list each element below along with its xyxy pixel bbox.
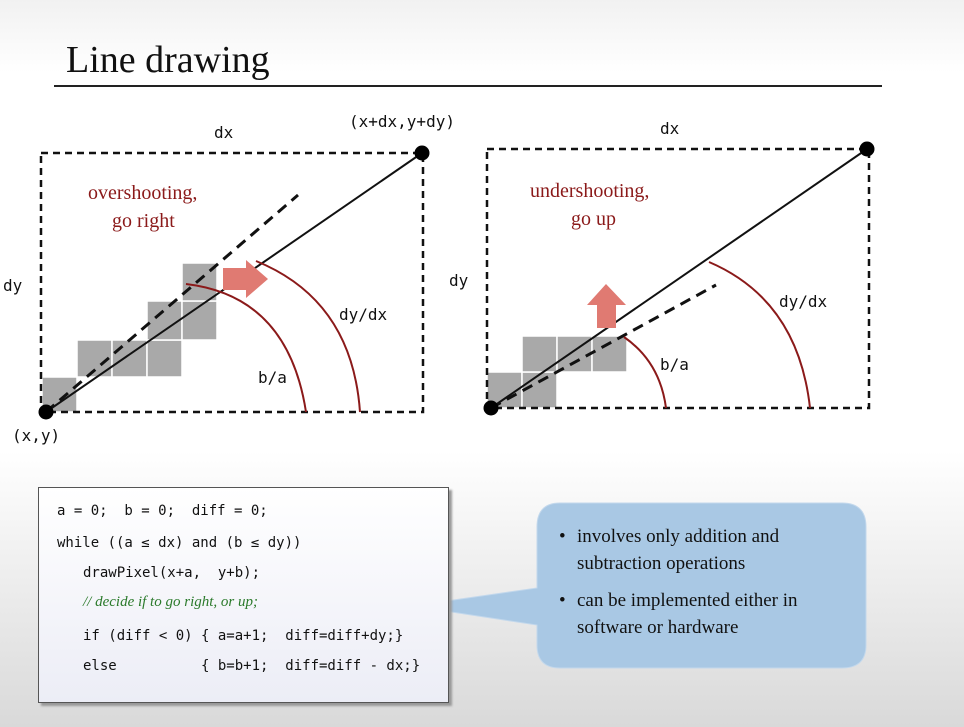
bounding-box bbox=[485, 147, 871, 410]
annotation-line-2: go right bbox=[112, 210, 175, 232]
dy-over-dx-arc bbox=[708, 261, 811, 409]
undershoot-dashed-line bbox=[490, 283, 717, 410]
b-over-a-arc bbox=[623, 336, 667, 409]
annotation-line-2: go up bbox=[571, 208, 616, 230]
bullet-text-line: involves only addition and bbox=[577, 526, 780, 547]
left-diagram: dx dy (x+dx,y+dy) (x,y) overshooting, go… bbox=[3, 112, 455, 445]
dy-over-dx-arc bbox=[255, 260, 361, 413]
arrow-up-icon bbox=[587, 284, 626, 328]
slope-label: dy/dx bbox=[779, 292, 828, 311]
dy-label: dy bbox=[449, 271, 469, 290]
annotation-line-1: undershooting, bbox=[530, 180, 649, 202]
callout-shape bbox=[411, 502, 867, 669]
bullet-text-line: subtraction operations bbox=[577, 553, 746, 574]
bounding-box bbox=[39, 151, 425, 414]
code-box: a = 0; b = 0; diff = 0; while ((a ≤ dx) … bbox=[38, 487, 449, 703]
callout-bullet: • can be implemented either in software … bbox=[559, 587, 798, 641]
dx-label: dx bbox=[214, 123, 234, 142]
bullet-dot: • bbox=[559, 590, 566, 611]
title-divider bbox=[54, 85, 882, 87]
arrow-right-icon bbox=[223, 260, 268, 298]
dy-label: dy bbox=[3, 276, 23, 295]
end-point bbox=[414, 145, 430, 161]
pixel bbox=[146, 300, 183, 341]
callout-bullet: • involves only addition and subtraction… bbox=[559, 523, 780, 577]
code-line: else { b=b+1; diff=diff - dx;} bbox=[83, 658, 421, 674]
bullet-text-line: software or hardware bbox=[577, 617, 739, 638]
bullet-text-line: can be implemented either in bbox=[577, 590, 798, 611]
start-coordinate-label: (x,y) bbox=[12, 426, 60, 445]
line-drawing-diagrams: dx dy (x+dx,y+dy) (x,y) overshooting, go… bbox=[3, 112, 875, 445]
right-diagram: dx dy undershooting, go up dy/dx b/a bbox=[449, 119, 875, 416]
dx-label: dx bbox=[660, 119, 680, 138]
code-line: while ((a ≤ dx) and (b ≤ dy)) bbox=[57, 535, 302, 551]
ratio-label: b/a bbox=[258, 368, 287, 387]
annotation-line-1: overshooting, bbox=[88, 182, 197, 204]
code-line: drawPixel(x+a, y+b); bbox=[83, 565, 261, 581]
end-coordinate-label: (x+dx,y+dy) bbox=[349, 112, 455, 131]
code-line: if (diff < 0) { a=a+1; diff=diff+dy;} bbox=[83, 628, 404, 644]
overshoot-dashed-line bbox=[45, 193, 299, 414]
end-point bbox=[859, 141, 875, 157]
page-title: Line drawing bbox=[66, 39, 270, 81]
ratio-label: b/a bbox=[660, 355, 689, 374]
ideal-line bbox=[490, 148, 868, 409]
code-comment: // decide if to go right, or up; bbox=[83, 594, 258, 610]
b-over-a-arc bbox=[185, 283, 307, 413]
start-point bbox=[38, 404, 54, 420]
code-line: a = 0; b = 0; diff = 0; bbox=[57, 503, 268, 519]
slope-label: dy/dx bbox=[339, 305, 388, 324]
start-point bbox=[483, 400, 499, 416]
bullet-dot: • bbox=[559, 526, 566, 547]
